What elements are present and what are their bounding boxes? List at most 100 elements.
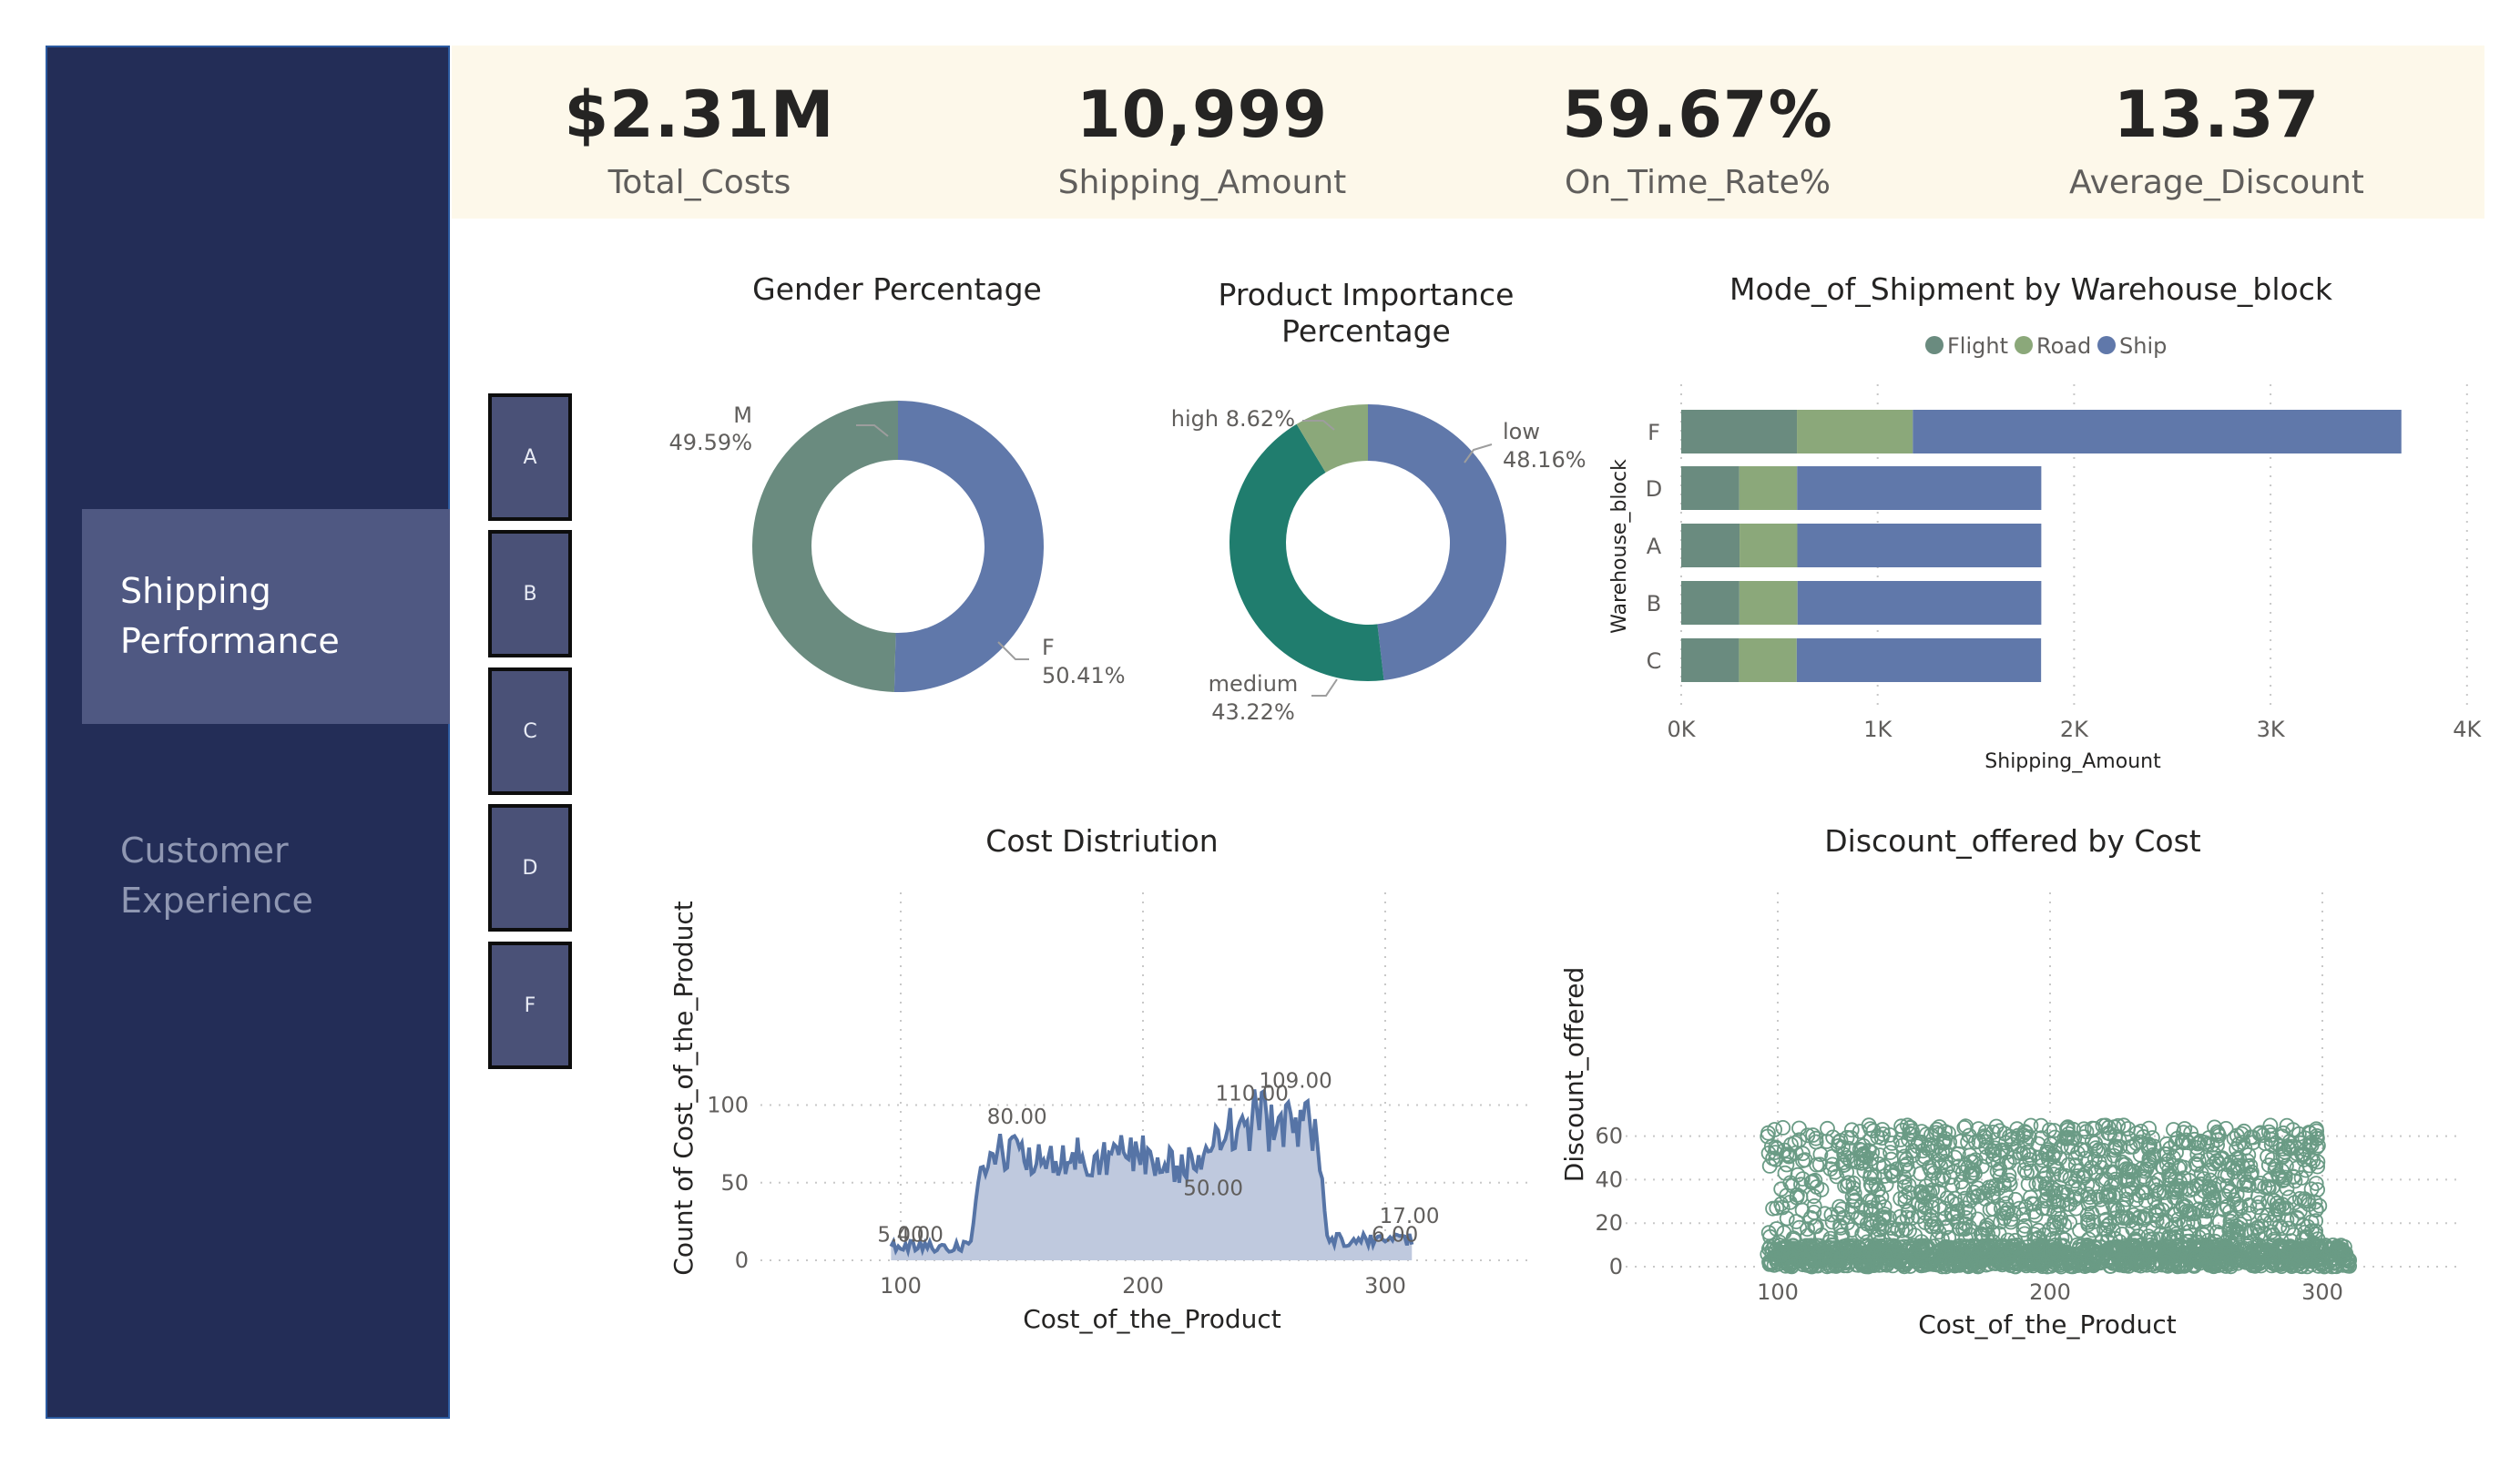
scatter-point xyxy=(2060,1119,2076,1136)
scatter-point xyxy=(1783,1258,1800,1275)
scatter-point xyxy=(1828,1258,1844,1274)
scatter-point xyxy=(2046,1230,2062,1247)
bar-ship-B[interactable] xyxy=(1797,581,2042,625)
bar-ship-F[interactable] xyxy=(1913,410,2402,453)
scatter-point xyxy=(2217,1187,2233,1204)
bar-flight-F[interactable] xyxy=(1681,410,1798,453)
scatter-point xyxy=(1862,1193,1878,1209)
donut-slice-F[interactable] xyxy=(893,401,1045,692)
scatter-point xyxy=(2254,1207,2270,1224)
leader-line xyxy=(1302,420,1335,431)
scatter-point xyxy=(1862,1199,1879,1216)
scatter-point xyxy=(1767,1145,1783,1161)
scatter-point xyxy=(2275,1173,2290,1189)
scatter-point xyxy=(1949,1252,1965,1268)
scatter-point xyxy=(2043,1258,2059,1274)
nav-label-line1: Customer xyxy=(120,830,289,871)
slicer-button-b[interactable]: B xyxy=(488,530,572,657)
scatter-point xyxy=(2154,1202,2170,1218)
scatter-point xyxy=(1916,1257,1933,1273)
y-axis-title: Warehouse_block xyxy=(1608,459,1631,634)
x-axis-title: Shipping_Amount xyxy=(1984,750,2161,773)
scatter-point xyxy=(2107,1200,2123,1217)
nav-shipping-performance[interactable]: Shipping Performance xyxy=(82,509,450,724)
scatter-point xyxy=(1929,1230,1945,1247)
scatter-point xyxy=(2236,1123,2252,1139)
kpi-label: Average_Discount xyxy=(2069,164,2364,201)
bar-flight-B[interactable] xyxy=(1681,581,1740,625)
scatter-point xyxy=(2168,1228,2184,1245)
scatter-point xyxy=(2274,1220,2290,1237)
scatter-point xyxy=(1993,1200,2009,1217)
legend-dot-flight xyxy=(1925,336,1944,354)
scatter-point xyxy=(2009,1256,2025,1272)
scatter-point xyxy=(1760,1225,1777,1241)
scatter-point xyxy=(1835,1209,1852,1226)
scatter-point xyxy=(2279,1157,2294,1174)
bar-flight-D[interactable] xyxy=(1681,466,1740,510)
scatter-point xyxy=(2250,1246,2267,1262)
scatter-point xyxy=(2308,1213,2323,1229)
bar-road-B[interactable] xyxy=(1739,581,1798,625)
scatter-point xyxy=(2156,1185,2172,1201)
donut-slice-medium[interactable] xyxy=(1229,423,1384,681)
scatter-point xyxy=(1914,1188,1931,1205)
scatter-point xyxy=(1936,1134,1953,1150)
scatter-point xyxy=(2150,1231,2167,1248)
slicer-button-d[interactable]: D xyxy=(488,804,572,932)
scatter-point xyxy=(1998,1196,2015,1212)
nav-customer-experience[interactable]: Customer Experience xyxy=(82,803,450,949)
scatter-point xyxy=(2023,1242,2038,1258)
slicer-button-a[interactable]: A xyxy=(488,393,572,521)
donut-slice-M[interactable] xyxy=(752,401,898,692)
scatter-point xyxy=(1884,1167,1901,1184)
scatter-point xyxy=(1768,1250,1784,1267)
bar-road-C[interactable] xyxy=(1739,638,1797,682)
scatter-point xyxy=(2279,1117,2295,1134)
scatter-point xyxy=(1924,1199,1941,1216)
kpi-label: Shipping_Amount xyxy=(1057,164,1347,201)
scatter-point xyxy=(2123,1213,2138,1228)
scatter-point xyxy=(2209,1224,2225,1240)
scatter-point xyxy=(2201,1257,2218,1273)
scatter-point xyxy=(2340,1257,2356,1272)
scatter-point xyxy=(1985,1124,2001,1140)
bar-road-F[interactable] xyxy=(1797,410,1913,453)
donut-slice-low[interactable] xyxy=(1368,404,1506,680)
y-tick-label: 0 xyxy=(1609,1254,1623,1279)
kpi-band: $2.31M Total_Costs 10,999 Shipping_Amoun… xyxy=(452,46,2484,219)
scatter-point xyxy=(1822,1230,1839,1247)
bar-road-A[interactable] xyxy=(1740,524,1798,567)
bar-road-D[interactable] xyxy=(1739,466,1798,510)
bar-ship-C[interactable] xyxy=(1796,638,2042,682)
scatter-point xyxy=(1837,1177,1853,1194)
scatter-point xyxy=(2120,1121,2137,1136)
slice-label: medium xyxy=(1209,671,1299,697)
scatter-point xyxy=(1807,1172,1823,1188)
x-axis-title: Cost_of_the_Product xyxy=(1918,1309,2177,1340)
scatter-point xyxy=(2307,1194,2323,1210)
bar-ship-D[interactable] xyxy=(1797,466,2042,510)
slicer-button-f[interactable]: F xyxy=(488,942,572,1069)
bar-flight-A[interactable] xyxy=(1681,524,1740,567)
bar-ship-A[interactable] xyxy=(1797,524,2042,567)
scatter-point xyxy=(2173,1181,2188,1197)
slicer-button-c[interactable]: C xyxy=(488,667,572,795)
scatter-point xyxy=(1939,1218,1955,1235)
scatter-point xyxy=(1923,1163,1939,1179)
x-tick-label: 100 xyxy=(880,1273,922,1299)
scatter-point xyxy=(1914,1197,1930,1214)
scatter-point xyxy=(2099,1218,2116,1234)
scatter-point xyxy=(1840,1149,1856,1166)
data-label: 4.00 xyxy=(897,1224,944,1248)
x-tick-label: 300 xyxy=(2301,1279,2343,1305)
scatter-point xyxy=(2057,1232,2073,1248)
leader-line xyxy=(856,424,889,437)
scatter-point xyxy=(2015,1207,2032,1223)
scatter-point xyxy=(1836,1146,1852,1163)
cost-area-chart: 5.004.0080.00110.00109.0050.0017.006.00 … xyxy=(668,892,1530,1334)
scatter-point xyxy=(2067,1157,2084,1173)
scatter-point xyxy=(2188,1156,2204,1172)
bar-flight-C[interactable] xyxy=(1681,638,1740,682)
scatter-point xyxy=(2197,1135,2212,1150)
